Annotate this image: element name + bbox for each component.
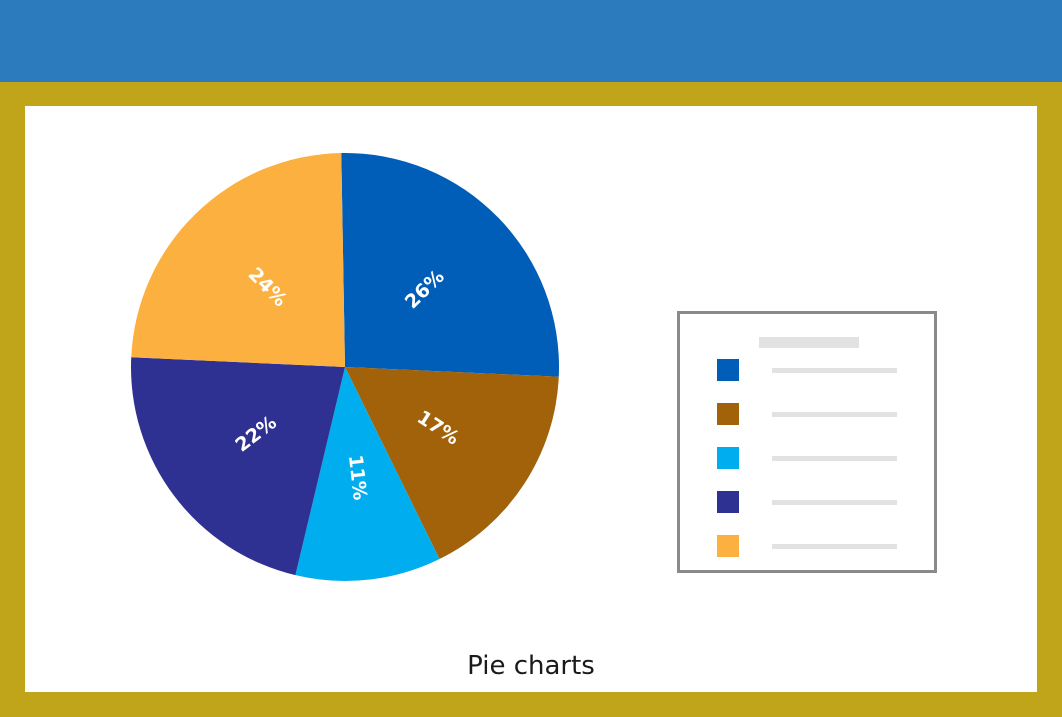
chart-caption: Pie charts [467, 651, 595, 681]
legend-entry [717, 491, 907, 513]
legend-entry [717, 535, 907, 557]
legend-swatch [717, 447, 739, 469]
legend-entry [717, 359, 907, 381]
pie-slice [341, 153, 559, 377]
legend-entry [717, 403, 907, 425]
pie-slice [130, 357, 345, 576]
legend-label-placeholder [772, 456, 897, 461]
legend-label-placeholder [772, 500, 897, 505]
legend [677, 311, 937, 573]
legend-entry [717, 447, 907, 469]
pie-slice [131, 153, 345, 367]
top-banner [0, 0, 1062, 82]
legend-swatch [717, 359, 739, 381]
pie-slice [345, 367, 559, 560]
legend-swatch [717, 535, 739, 557]
pie-chart: 26%17%11%22%24% [130, 153, 559, 581]
legend-label-placeholder [772, 544, 897, 549]
slice-label: 11% [344, 454, 371, 502]
legend-swatch [717, 403, 739, 425]
legend-label-placeholder [772, 368, 897, 373]
pie-slice [295, 367, 440, 581]
legend-label-placeholder [772, 412, 897, 417]
chart-panel: 26% 17% 11% 22% 24% Pie charts [25, 106, 1037, 692]
legend-swatch [717, 491, 739, 513]
legend-title-placeholder [759, 337, 859, 348]
